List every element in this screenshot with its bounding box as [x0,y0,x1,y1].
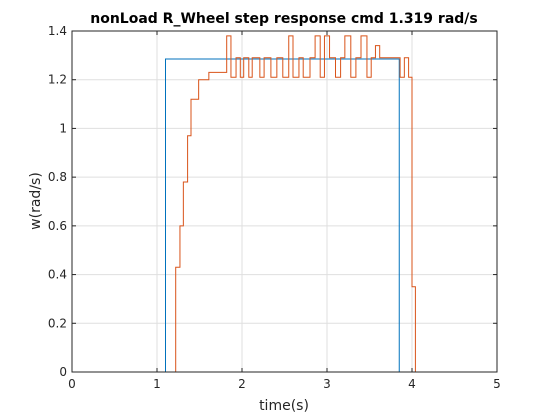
y-tick-label: 0.8 [48,170,67,184]
x-tick-labels: 0 1 2 3 4 5 [68,377,501,391]
chart-title: nonLoad R_Wheel step response cmd 1.319 … [90,11,478,27]
tick-marks [71,30,498,373]
plot-area [72,31,497,372]
x-tick-label: 5 [493,377,501,391]
y-axis-label: w(rad/s) [28,172,44,230]
y-tick-label: 0.2 [48,316,67,330]
y-tick-label: 1.2 [48,73,67,87]
y-tick-label: 0 [59,365,67,379]
x-tick-label: 4 [408,377,416,391]
x-tick-label: 2 [238,377,246,391]
y-tick-label: 1 [59,121,67,135]
y-tick-label: 0.6 [48,219,67,233]
y-tick-label: 1.4 [48,24,67,38]
axes-box [71,30,498,373]
y-tick-label: 0.4 [48,268,67,282]
series-line-2 [76,35,472,373]
x-tick-label: 1 [153,377,161,391]
x-tick-label: 3 [323,377,331,391]
y-tick-labels: 0 0.2 0.4 0.6 0.8 1 1.2 1.4 [48,24,67,379]
x-tick-label: 0 [68,377,76,391]
x-axis-label: time(s) [259,398,309,414]
